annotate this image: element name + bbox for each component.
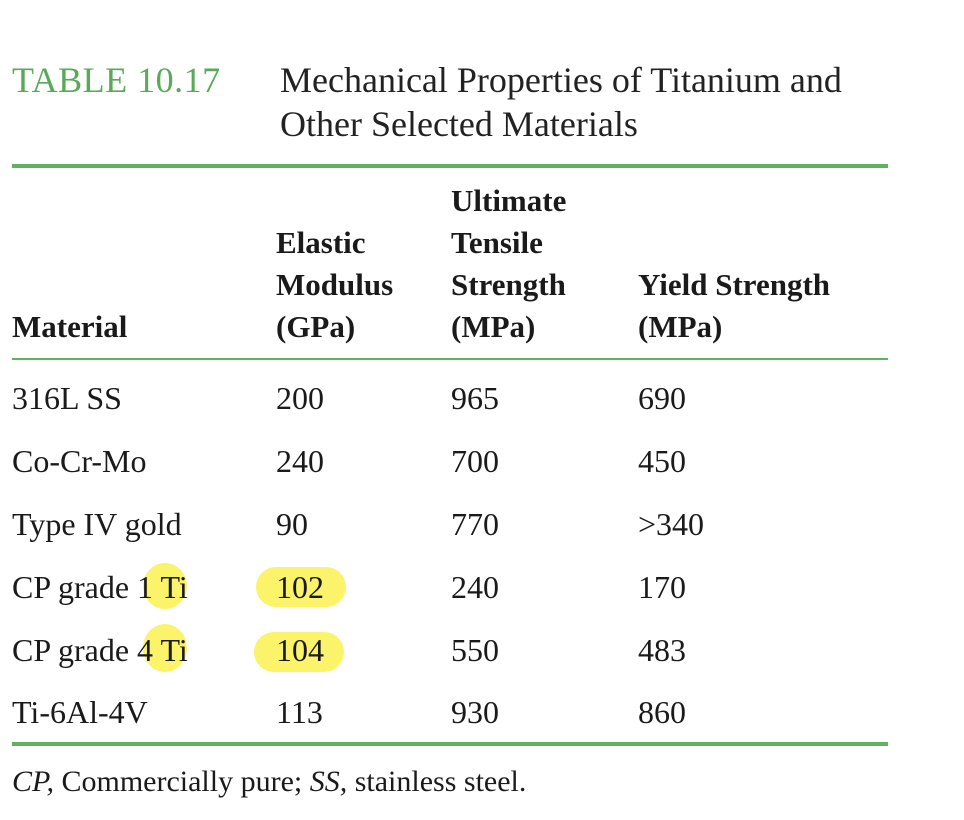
header-elastic-modulus: Elastic Modulus (GPa) xyxy=(276,222,393,348)
row6-material: Ti-6Al-4V xyxy=(12,694,148,730)
row3-material: Type IV gold xyxy=(12,506,182,542)
row2-elastic: 240 xyxy=(276,443,324,479)
row1-elastic: 200 xyxy=(276,380,324,416)
row2-yield: 450 xyxy=(638,443,686,479)
row4-elastic-value: 102 xyxy=(276,569,324,605)
row5-uts: 550 xyxy=(451,632,499,668)
highlight-grade-4 xyxy=(143,624,187,672)
header-material: Material xyxy=(12,309,128,344)
header-yield-line1: Yield Strength xyxy=(638,267,831,302)
header-uts-line4: (MPa) xyxy=(451,309,536,344)
footnote-ss-text: stainless steel. xyxy=(347,765,527,798)
row2-uts: 700 xyxy=(451,443,499,479)
row5-material: CP grade 4 Ti xyxy=(12,630,188,670)
highlight-grade-1 xyxy=(143,563,187,609)
header-elastic-line3: (GPa) xyxy=(276,309,356,344)
row1-uts: 965 xyxy=(451,380,499,416)
row5-elastic-value: 104 xyxy=(276,632,324,668)
header-yield-strength: Yield Strength (MPa) xyxy=(638,264,830,348)
highlight-elastic-104 xyxy=(254,632,344,672)
highlight-elastic-102 xyxy=(256,567,346,607)
footnote-cp-abbr: CP, xyxy=(12,765,54,798)
row6-elastic: 113 xyxy=(276,694,323,730)
row4-material-grade: 1 xyxy=(137,569,154,605)
table-footnote: CP, Commercially pure; SS, stainless ste… xyxy=(12,762,526,802)
row4-uts: 240 xyxy=(451,569,499,605)
header-yield-line2: (MPa) xyxy=(638,309,723,344)
footnote-ss-abbr: SS, xyxy=(309,765,348,798)
row4-elastic: 102 xyxy=(276,567,324,607)
header-uts-line1: Ultimate xyxy=(451,183,567,218)
header-ultimate-tensile-strength: Ultimate Tensile Strength (MPa) xyxy=(451,180,566,348)
row6-yield: 860 xyxy=(638,694,686,730)
footnote-cp-text: Commercially pure; xyxy=(53,765,310,798)
table-number: TABLE 10.17 xyxy=(12,60,221,100)
row3-uts: 770 xyxy=(451,506,499,542)
row4-yield: 170 xyxy=(638,569,686,605)
row1-material: 316L SS xyxy=(12,380,122,416)
bottom-rule xyxy=(12,742,888,746)
row5-material-grade: 4 xyxy=(137,632,154,668)
row4-material-prefix: CP grade xyxy=(12,569,138,605)
row2-material: Co-Cr-Mo xyxy=(12,443,147,479)
row4-material-suffix: Ti xyxy=(153,569,188,605)
row4-material: CP grade 1 Ti xyxy=(12,567,188,607)
row5-material-suffix: Ti xyxy=(153,632,188,668)
row1-yield: 690 xyxy=(638,380,686,416)
row3-yield: >340 xyxy=(638,506,705,542)
row5-elastic: 104 xyxy=(276,630,324,670)
header-uts-line2: Tensile xyxy=(451,225,543,260)
row5-yield: 483 xyxy=(638,632,686,668)
row5-material-prefix: CP grade xyxy=(12,632,138,668)
table-title: Mechanical Properties of Titanium and Ot… xyxy=(280,60,842,144)
top-rule xyxy=(12,164,888,168)
header-rule xyxy=(12,358,888,360)
header-elastic-line2: Modulus xyxy=(276,267,394,302)
header-uts-line3: Strength xyxy=(451,267,566,302)
row3-elastic: 90 xyxy=(276,506,308,542)
row6-uts: 930 xyxy=(451,694,499,730)
header-elastic-line1: Elastic xyxy=(276,225,366,260)
